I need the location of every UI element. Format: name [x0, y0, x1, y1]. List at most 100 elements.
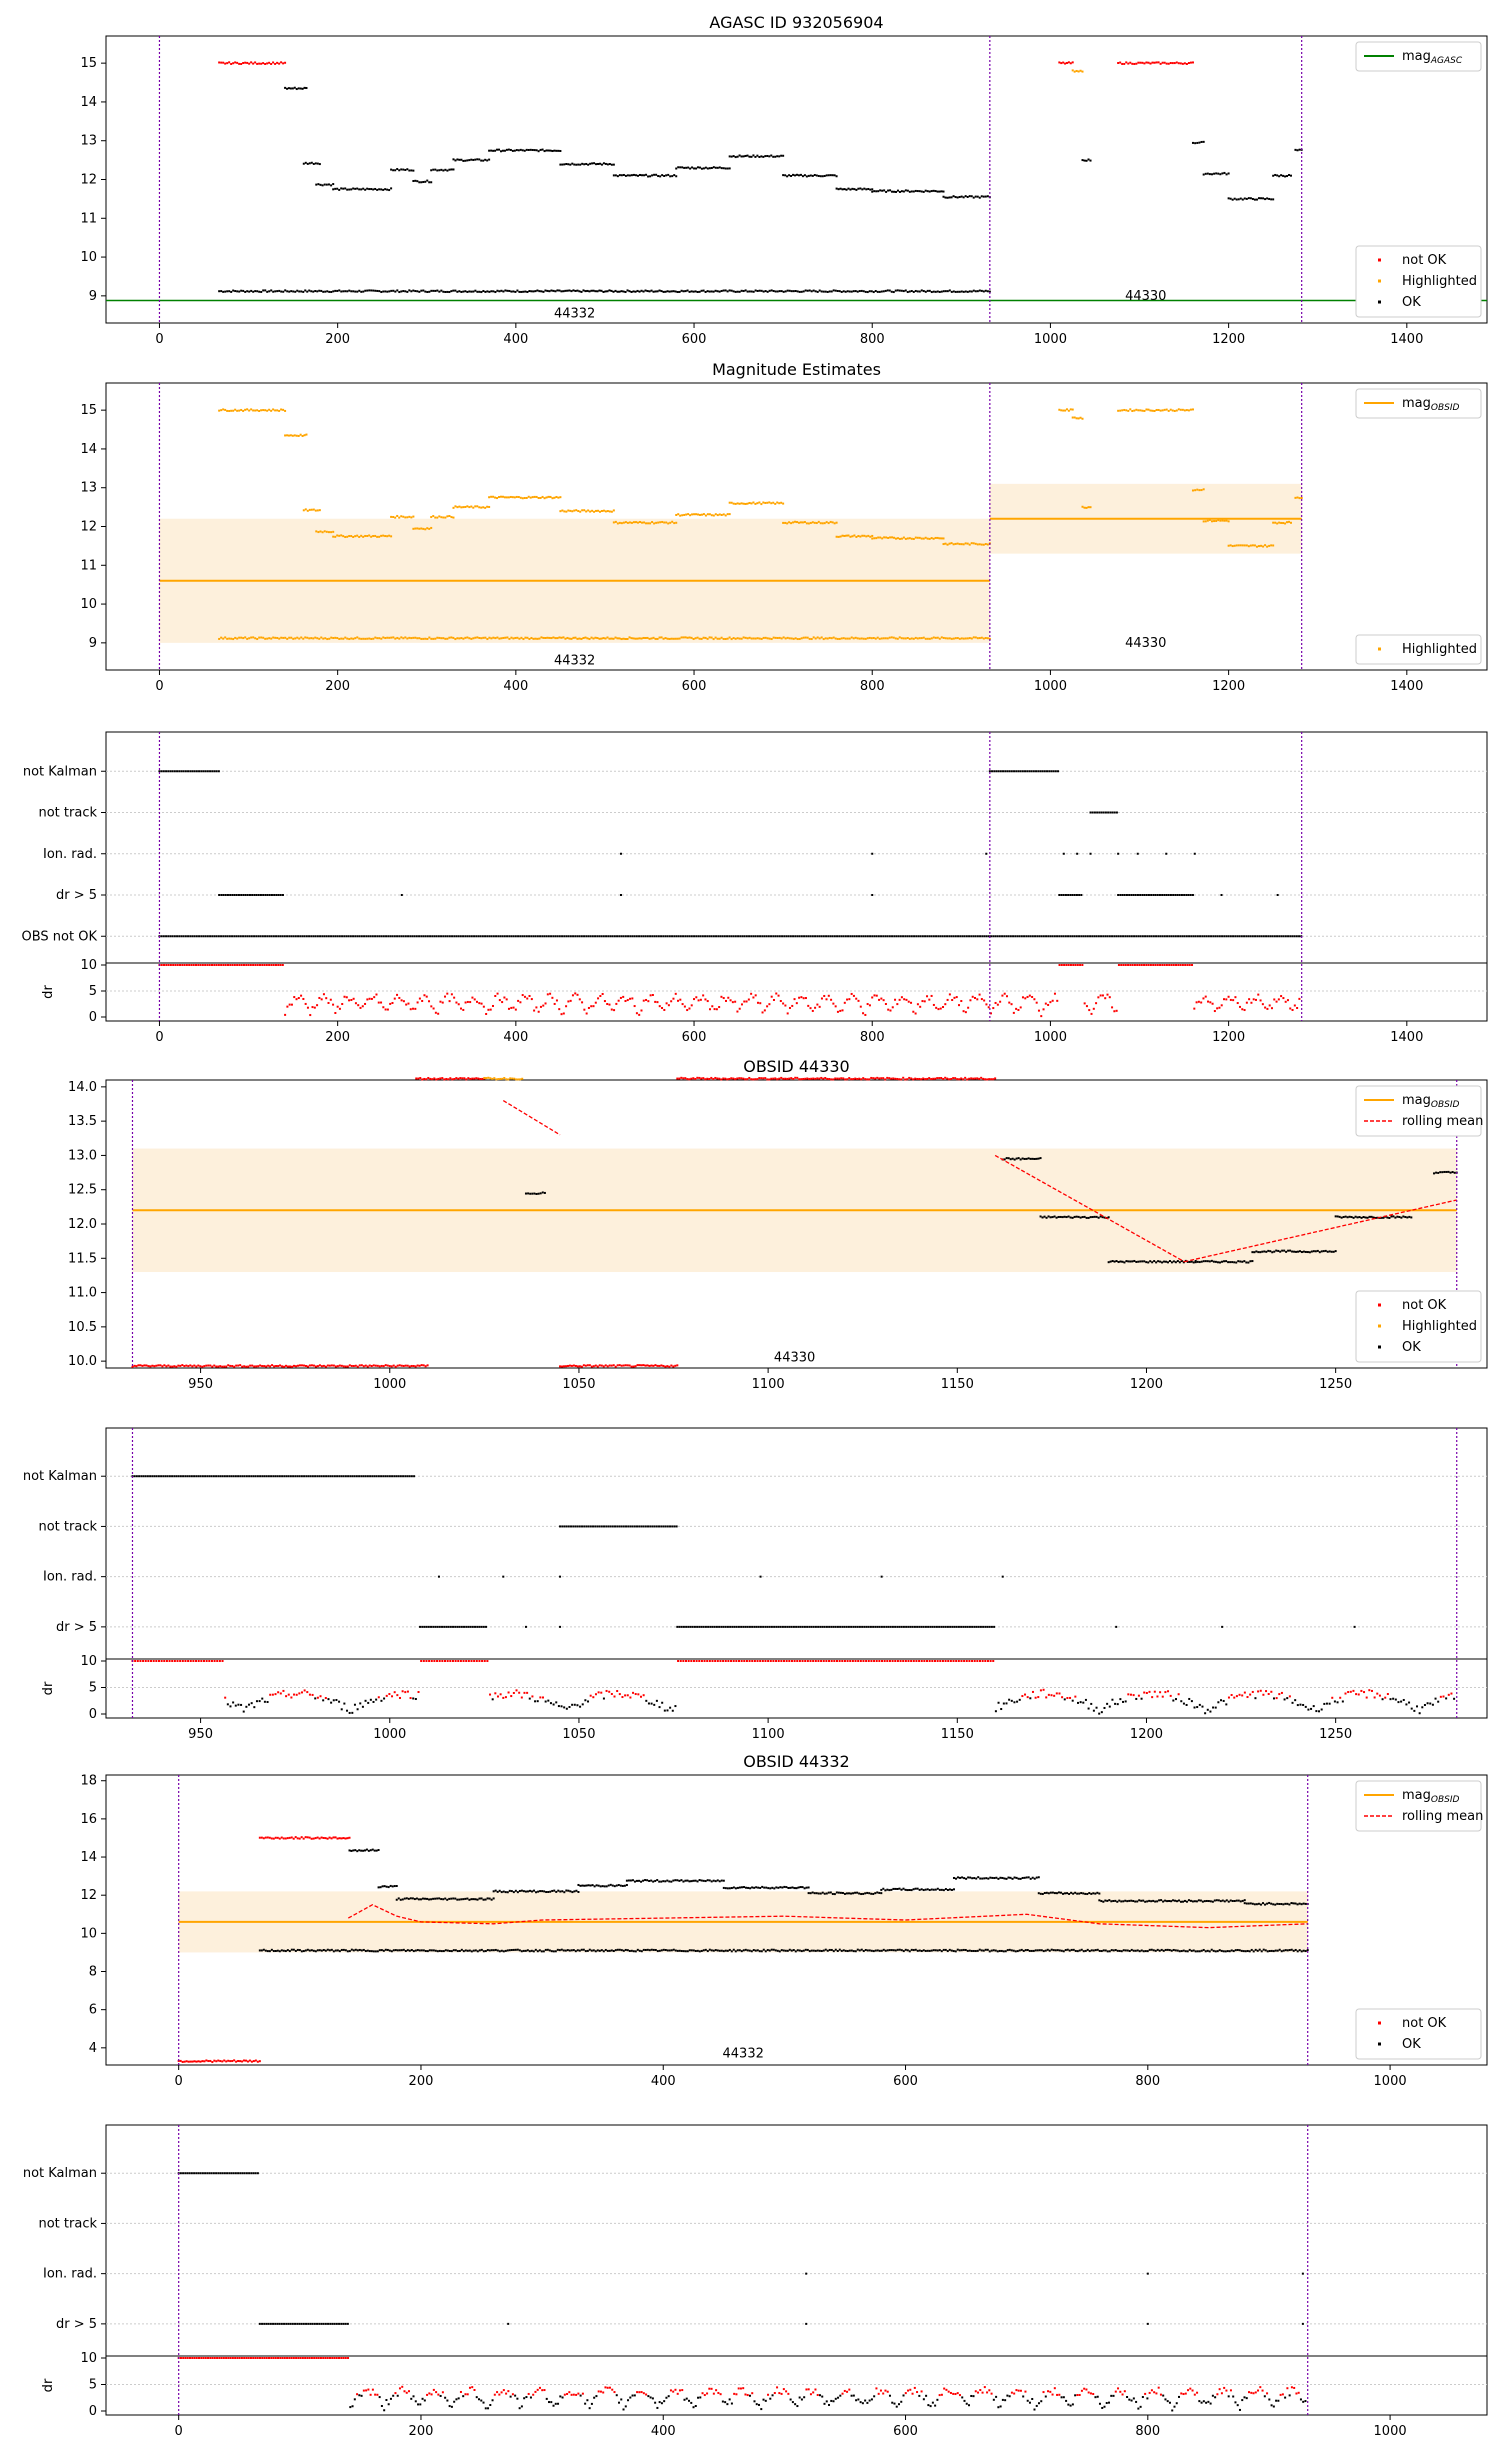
legend-label: rolling mean	[1402, 1114, 1483, 1129]
highlighted-point	[972, 542, 975, 545]
dr-point	[820, 997, 823, 1000]
flag-point	[1271, 935, 1274, 938]
dr-point	[366, 998, 369, 1001]
dr-point	[1188, 964, 1191, 966]
series-point	[772, 1077, 775, 1080]
flag-point	[1020, 935, 1023, 938]
flag-point	[402, 1475, 405, 1478]
series-point	[1019, 1158, 1022, 1161]
series-point	[276, 61, 279, 64]
highlighted-point	[448, 636, 451, 639]
flag-point	[408, 1475, 411, 1478]
series-point	[734, 156, 737, 159]
series-point	[708, 167, 711, 170]
series-point	[788, 289, 791, 292]
dr-point	[266, 1701, 269, 1704]
dr-point	[1042, 1688, 1045, 1691]
series-point	[559, 163, 562, 166]
series-point	[297, 87, 300, 90]
series-point	[1071, 61, 1074, 64]
series-point	[648, 1949, 651, 1952]
dr-point	[985, 1003, 988, 1006]
flag-point	[907, 1625, 910, 1628]
highlighted-point	[302, 637, 305, 640]
series-point	[694, 290, 697, 293]
flag-point	[711, 1625, 714, 1628]
series-point	[484, 290, 487, 293]
highlighted-point	[612, 637, 615, 640]
flag-point	[657, 935, 660, 938]
flag-point	[1196, 935, 1199, 938]
series-point	[784, 174, 787, 177]
series-point	[490, 149, 493, 152]
series-point	[505, 1078, 508, 1081]
highlighted-point	[982, 543, 985, 546]
dr-point	[763, 1009, 766, 1012]
flag-point	[875, 935, 878, 938]
dr-point	[690, 1004, 693, 1007]
dr-point	[1288, 1695, 1291, 1698]
series-point	[970, 195, 973, 198]
flag-point	[340, 1475, 343, 1478]
dr-point	[1024, 1693, 1027, 1696]
series-point	[643, 174, 646, 177]
series-point	[467, 1077, 470, 1080]
highlighted-point	[424, 528, 427, 531]
dr-point	[1204, 1712, 1207, 1715]
series-point	[622, 1949, 625, 1952]
series-point	[515, 1078, 518, 1081]
series-point	[272, 290, 275, 293]
highlighted-point	[801, 521, 804, 524]
highlighted-point	[486, 505, 489, 508]
series-point	[444, 168, 447, 171]
flag-point	[1148, 935, 1151, 938]
highlighted-point	[736, 502, 739, 505]
dr-point	[933, 1660, 936, 1662]
highlighted-point	[598, 637, 601, 640]
series-point	[287, 87, 290, 90]
series-point	[984, 289, 987, 292]
highlighted-point	[323, 530, 326, 533]
highlighted-point	[432, 637, 435, 640]
dr-point	[521, 994, 524, 997]
dr-point	[1373, 1696, 1376, 1699]
dr-point	[946, 998, 949, 1001]
dr-point	[731, 1001, 734, 1004]
series-point	[437, 1077, 440, 1080]
series-point	[1143, 1260, 1146, 1263]
series-point	[885, 190, 888, 193]
highlighted-point	[855, 535, 858, 538]
flag-point	[212, 1475, 215, 1478]
highlighted-point	[656, 637, 659, 640]
series-point	[1233, 1261, 1236, 1264]
series-point	[240, 63, 243, 66]
flag-point	[316, 935, 319, 938]
flag-point	[1141, 894, 1144, 896]
series-point	[513, 1077, 516, 1080]
series-point	[692, 290, 695, 293]
flag-point	[268, 894, 271, 896]
flag-point	[1080, 894, 1083, 896]
series-point	[839, 187, 842, 190]
dr-point	[1453, 1697, 1456, 1700]
highlighted-point	[648, 637, 651, 640]
flag-point	[1104, 811, 1107, 814]
series-point	[980, 289, 983, 292]
highlighted-point	[289, 434, 292, 437]
highlighted-point	[402, 637, 405, 640]
dr-point	[1402, 1698, 1405, 1701]
series-point	[958, 290, 961, 293]
flag-point	[1046, 770, 1049, 773]
flag-point	[840, 935, 843, 938]
flag-point	[880, 1575, 883, 1578]
series-point	[930, 190, 933, 193]
highlighted-point	[428, 636, 431, 639]
series-point	[278, 62, 281, 65]
series-point	[370, 289, 373, 292]
dr-point	[852, 994, 855, 997]
flag-point	[211, 770, 214, 773]
dr-point	[1410, 1707, 1413, 1710]
series-point	[868, 1078, 871, 1081]
x-tick-label: 800	[860, 679, 885, 694]
